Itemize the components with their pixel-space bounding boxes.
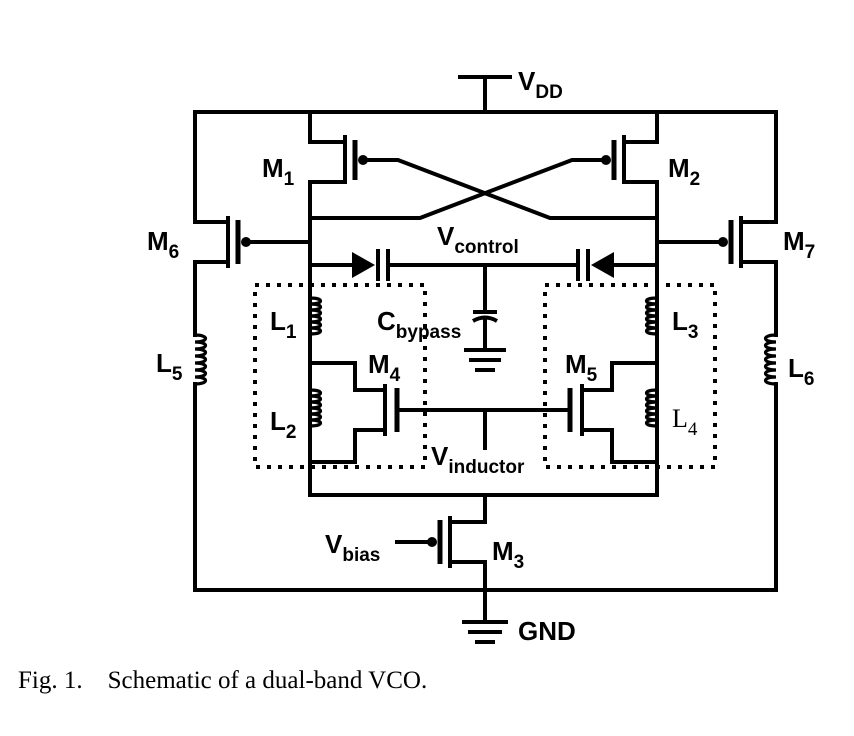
transistor-m3 bbox=[395, 493, 487, 592]
label-l4: L4 bbox=[672, 404, 698, 440]
inductor-l4 bbox=[644, 388, 658, 428]
gnd-symbol bbox=[462, 588, 508, 644]
label-m4: M4 bbox=[368, 349, 401, 386]
label-vcontrol: Vcontrol bbox=[437, 221, 519, 258]
transistor-m5 bbox=[567, 361, 659, 464]
transistor-m1 bbox=[308, 135, 368, 220]
varactor-right bbox=[576, 249, 659, 281]
inductor-l5 bbox=[193, 333, 208, 592]
bypass-capacitor bbox=[464, 263, 506, 372]
label-m6: M6 bbox=[147, 226, 179, 263]
m1-source-wire bbox=[308, 110, 347, 144]
label-vbias: Vbias bbox=[325, 529, 380, 566]
cross-coupling-wire-a bbox=[366, 158, 659, 220]
label-m1: M1 bbox=[262, 153, 295, 190]
caption-number: Fig. 1. bbox=[18, 667, 83, 694]
label-m5: M5 bbox=[565, 349, 598, 386]
transistor-m6 bbox=[193, 110, 312, 337]
transistor-m7 bbox=[655, 110, 778, 337]
transistor-m4 bbox=[308, 361, 400, 464]
label-m2: M2 bbox=[668, 153, 700, 190]
label-m3: M3 bbox=[492, 536, 524, 573]
inductor-l6 bbox=[763, 333, 778, 592]
cross-coupling-wire-b bbox=[308, 158, 603, 220]
transistor-m2 bbox=[601, 135, 659, 220]
inductor-l2 bbox=[309, 388, 323, 428]
label-l1: L1 bbox=[270, 306, 297, 343]
m2-source-wire bbox=[622, 110, 659, 144]
label-vdd: VDD bbox=[518, 66, 563, 103]
inductor-l1 bbox=[309, 296, 323, 336]
label-cbypass: Cbypass bbox=[377, 306, 461, 343]
label-m7: M7 bbox=[783, 226, 815, 263]
varactor-left bbox=[308, 249, 580, 281]
label-l2: L2 bbox=[270, 406, 296, 443]
figure-caption: Fig. 1. Schematic of a dual-band VCO. bbox=[18, 667, 427, 695]
label-l6: L6 bbox=[788, 353, 814, 390]
caption-text: Schematic of a dual-band VCO. bbox=[107, 667, 428, 694]
label-l5: L5 bbox=[156, 348, 183, 385]
label-l3: L3 bbox=[672, 306, 698, 343]
label-vinductor: Vinductor bbox=[431, 441, 525, 478]
label-gnd: GND bbox=[518, 616, 576, 646]
inductor-l3 bbox=[644, 296, 658, 336]
vdd-terminal bbox=[458, 75, 512, 114]
